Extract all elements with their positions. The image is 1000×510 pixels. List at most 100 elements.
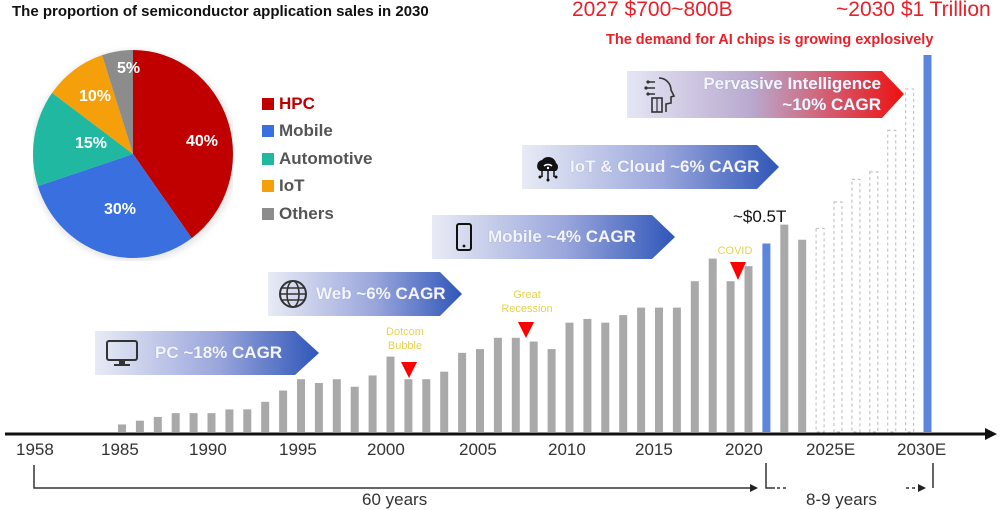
- smartphone-icon: [456, 223, 472, 251]
- pie-label-hpc: 40%: [186, 133, 219, 150]
- legend-label-automotive: Automotive: [279, 148, 373, 168]
- bar-2004: [458, 352, 467, 432]
- bar-2012: [601, 322, 610, 432]
- tick-2030e: 2030E: [897, 440, 947, 459]
- dotcom-label-line2: Bubble: [387, 340, 423, 352]
- bar-1997: [332, 379, 341, 432]
- banner-mobile-label: Mobile ~4% CAGR: [488, 227, 636, 246]
- forecast-2027-label: 2027 $700~800B: [572, 0, 733, 21]
- bar-2017: [690, 281, 699, 432]
- bar-2009: [547, 349, 556, 432]
- dotcom-label: Dotcom Bubble: [375, 325, 435, 353]
- bar-2025: [833, 201, 843, 433]
- tick-2005: 2005: [459, 440, 497, 459]
- half-trillion-label: ~$0.5T: [733, 207, 787, 226]
- banner-web-label: Web ~6% CAGR: [316, 284, 446, 303]
- legend-swatch-automotive: [262, 152, 274, 165]
- banner-iot-cloud-shape: [522, 145, 779, 189]
- dotcom-label-line1: Dotcom: [386, 326, 424, 338]
- bar-1995: [297, 379, 305, 432]
- bar-2002: [422, 379, 431, 432]
- span-60-years-bracket: [33, 465, 752, 489]
- legend-item-mobile: Mobile: [262, 118, 373, 146]
- bar-2027: [869, 171, 879, 433]
- bar-2030: [923, 55, 932, 432]
- tick-2010: 2010: [548, 440, 586, 459]
- bar-2022: [780, 224, 789, 432]
- bar-1994: [279, 390, 288, 432]
- bar-2010: [565, 322, 574, 432]
- bar-2026: [851, 178, 861, 433]
- globe-icon: [279, 280, 307, 308]
- bar-2007: [511, 337, 520, 432]
- pie-chart: [31, 47, 237, 262]
- tick-2025e: 2025E: [806, 440, 856, 459]
- bar-2011: [583, 318, 592, 432]
- bar-2013: [619, 315, 628, 432]
- legend-item-iot: IoT: [262, 173, 373, 201]
- x-axis-arrow-icon: [985, 428, 997, 440]
- pie-legend: HPC Mobile Automotive IoT Others: [262, 90, 373, 228]
- bar-2028: [887, 129, 897, 433]
- covid-label: COVID: [717, 245, 753, 257]
- bar-2023: [798, 239, 807, 432]
- pie-slice-others: [102, 50, 133, 154]
- span-8-years-label: 8-9 years: [806, 490, 877, 509]
- bar-2000: [386, 356, 395, 432]
- legend-swatch-mobile: [262, 125, 274, 138]
- recession-label-line1: Great: [513, 289, 541, 301]
- banner-pervasive-intelligence: Pervasive Intelligence ~10% CAGR: [627, 71, 905, 118]
- bar-1992: [243, 409, 252, 432]
- tick-2020: 2020: [725, 440, 763, 459]
- span-60-years-arrow-icon: [750, 484, 758, 492]
- bar-1986: [135, 420, 144, 432]
- pie-slice-mobile: [37, 154, 192, 258]
- bar-2019: [726, 281, 735, 432]
- legend-item-automotive: Automotive: [262, 145, 373, 173]
- bar-1999: [368, 375, 377, 432]
- banner-pc-label: PC ~18% CAGR: [155, 343, 283, 362]
- recession-marker-icon: [518, 322, 534, 338]
- pie-slice-hpc: [133, 50, 233, 239]
- span-60-years-label: 60 years: [362, 490, 428, 509]
- pie-slice-automotive: [33, 92, 133, 187]
- legend-label-hpc: HPC: [279, 93, 315, 113]
- span-8-years-bracket-left: [765, 463, 775, 489]
- legend-item-hpc: HPC: [262, 90, 373, 118]
- legend-swatch-iot: [262, 180, 274, 193]
- span-8-years-arrow-icon: [918, 484, 926, 492]
- bar-1996: [314, 382, 323, 432]
- bar-2005: [476, 349, 484, 432]
- bar-2024: [815, 227, 825, 433]
- tick-2000: 2000: [367, 440, 405, 459]
- pie-label-mobile: 30%: [104, 201, 137, 218]
- legend-label-others: Others: [279, 203, 334, 223]
- bar-2003: [440, 371, 449, 432]
- bar-2001: [404, 379, 413, 432]
- dotcom-marker-icon: [401, 362, 417, 378]
- banner-pervasive-label: Pervasive Intelligence ~10% CAGR: [683, 73, 881, 115]
- banner-web: Web ~6% CAGR: [268, 272, 463, 316]
- pie-svg: [31, 50, 237, 262]
- bar-2014: [637, 307, 646, 432]
- tick-2015: 2015: [635, 440, 673, 459]
- bar-2021: [762, 243, 771, 432]
- tick-1985: 1985: [101, 440, 139, 459]
- banner-pc-shape: [95, 331, 319, 375]
- bar-1985: [118, 424, 126, 432]
- bar-2018: [708, 258, 717, 432]
- bar-2008: [529, 341, 538, 432]
- bar-1989: [189, 413, 198, 432]
- legend-swatch-others: [262, 207, 274, 220]
- banner-mobile: Mobile ~4% CAGR: [432, 215, 676, 259]
- pie-label-others: 5%: [117, 60, 141, 77]
- bar-1988: [171, 413, 180, 432]
- tick-1995: 1995: [279, 440, 317, 459]
- bar-2029: [904, 88, 915, 433]
- bar-1998: [350, 386, 359, 432]
- bar-1993: [261, 401, 270, 432]
- legend-label-mobile: Mobile: [279, 121, 333, 141]
- banner-iot-cloud: IoT & Cloud ~6% CAGR: [522, 145, 780, 189]
- ai-demand-subtitle: The demand for AI chips is growing explo…: [606, 32, 934, 48]
